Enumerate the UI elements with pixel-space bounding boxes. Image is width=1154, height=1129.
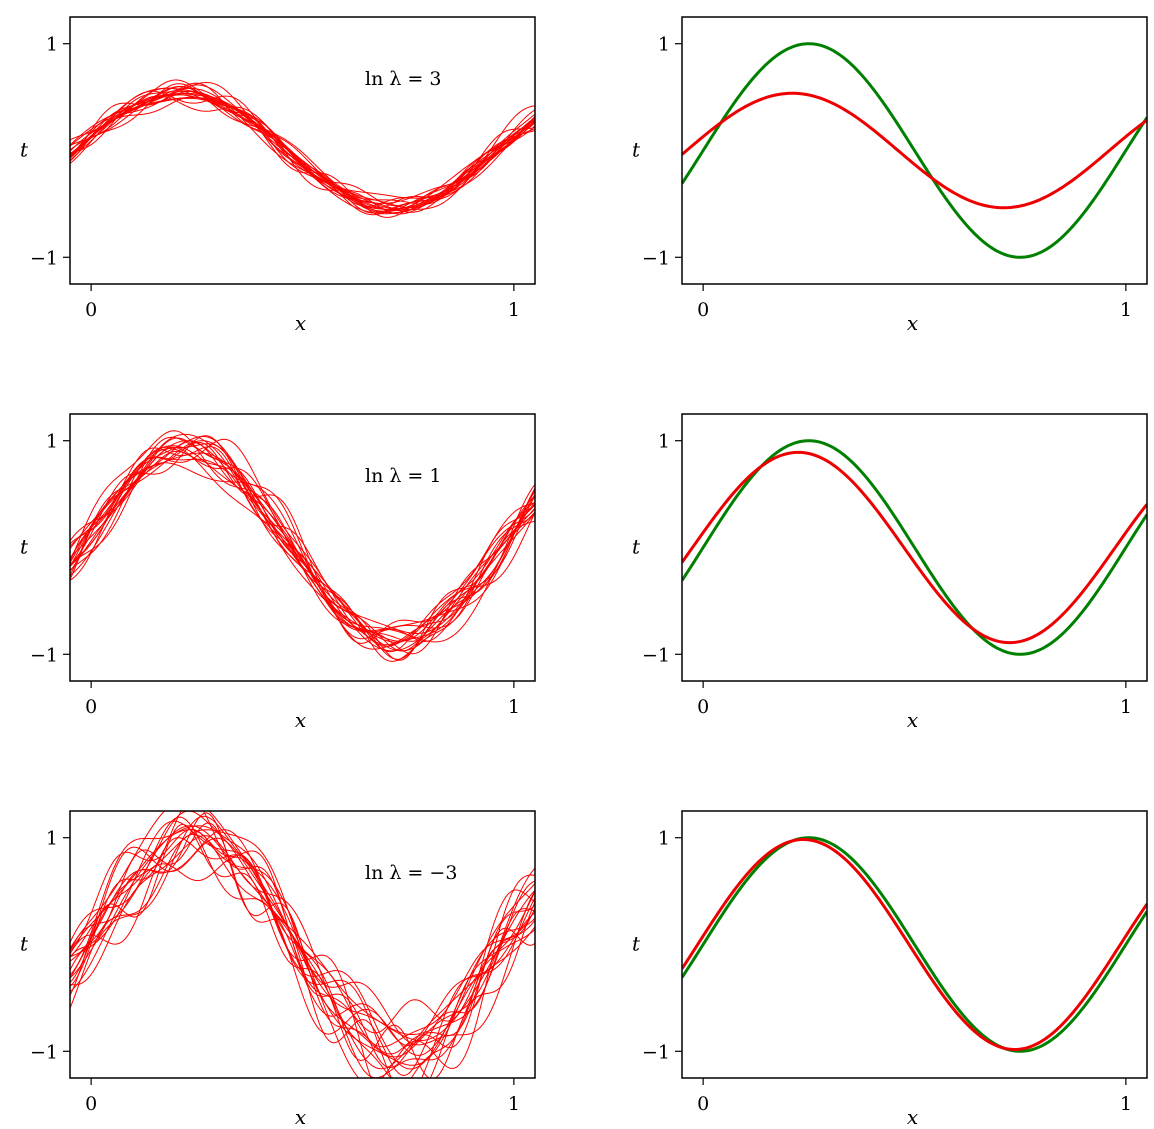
fit-curve-12 (70, 94, 535, 210)
fit-curve-19 (70, 811, 535, 1069)
y-tick-label: 1 (46, 431, 58, 453)
fit-curve-13 (70, 92, 535, 215)
fit-curve-19 (70, 443, 535, 655)
y-tick-label: 1 (46, 34, 58, 56)
fit-curve-10 (70, 79, 535, 214)
plot-area (70, 79, 535, 218)
x-tick-label: 1 (508, 299, 520, 321)
x-tick-label: 0 (85, 696, 97, 718)
x-tick-label: 1 (1120, 696, 1132, 718)
axes-frame (69, 413, 536, 682)
fit-curve-6 (70, 90, 535, 205)
y-tick-label: −1 (30, 644, 58, 666)
x-axis-label: x (907, 1105, 918, 1129)
x-tick-label: 1 (1120, 299, 1132, 321)
plot-area (70, 811, 535, 1078)
axes-frame (681, 16, 1148, 285)
x-tick-label: 0 (697, 299, 709, 321)
x-axis-label: x (295, 708, 306, 732)
y-axis-label: t (632, 138, 641, 162)
plot-area (682, 42, 1147, 259)
y-tick-label: −1 (30, 1041, 58, 1063)
mean-fit-line (682, 450, 1147, 645)
y-axis-label: t (20, 138, 29, 162)
axes-frame (681, 413, 1148, 682)
x-tick-label: 1 (1120, 1093, 1132, 1115)
true-function-line (682, 836, 1147, 1053)
plot-area (70, 430, 535, 662)
panel-4: ln λ = −3 1 −1 0 1 x t (20, 810, 536, 1129)
panel-2: ln λ = 1 1 −1 0 1 x t (20, 413, 536, 732)
y-tick-label: −1 (30, 247, 58, 269)
lambda-annotation: ln λ = 1 (365, 465, 441, 487)
fit-curve-16 (70, 83, 535, 215)
y-axis-label: t (20, 932, 29, 956)
fit-curve-0 (70, 829, 535, 1047)
panel-0: ln λ = 3 1 −1 0 1 x t (20, 16, 536, 335)
axes-frame (681, 810, 1148, 1079)
axes-frame (69, 810, 536, 1079)
y-axis-label: t (632, 932, 641, 956)
lambda-annotation: ln λ = −3 (365, 862, 457, 884)
y-tick-label: −1 (642, 247, 670, 269)
fit-curve-15 (70, 825, 535, 1070)
x-axis-label: x (907, 708, 918, 732)
x-tick-label: 1 (508, 696, 520, 718)
x-tick-label: 0 (85, 299, 97, 321)
mean-fit-line (682, 91, 1147, 210)
x-tick-label: 0 (697, 696, 709, 718)
fit-curve-12 (70, 446, 535, 661)
x-axis-label: x (295, 1105, 306, 1129)
fit-curve-13 (70, 837, 535, 1036)
x-tick-label: 0 (697, 1093, 709, 1115)
fit-curve-6 (70, 825, 535, 1041)
y-tick-label: 1 (658, 828, 670, 850)
y-tick-label: −1 (642, 1041, 670, 1063)
fit-curve-5 (70, 448, 535, 642)
axes-frame (69, 16, 536, 285)
y-axis-label: t (20, 535, 29, 559)
fit-curve-8 (70, 96, 535, 212)
fit-curve-17 (70, 445, 535, 634)
fit-curve-17 (70, 82, 535, 207)
plot-area (682, 836, 1147, 1053)
fit-curve-14 (70, 97, 535, 214)
fit-curve-18 (70, 833, 535, 1078)
panel-3: 1 −1 0 1 x t (632, 413, 1148, 732)
mean-fit-line (682, 837, 1147, 1051)
fit-curve-9 (70, 815, 535, 1046)
fit-curve-8 (70, 828, 535, 1034)
panel-5: 1 −1 0 1 x t (632, 810, 1148, 1129)
fit-curve-9 (70, 462, 535, 643)
fit-curve-4 (70, 829, 535, 1058)
x-tick-label: 0 (85, 1093, 97, 1115)
fit-curve-18 (70, 452, 535, 650)
x-axis-label: x (907, 311, 918, 335)
lambda-annotation: ln λ = 3 (365, 68, 441, 90)
fit-curve-14 (70, 440, 535, 662)
x-axis-label: x (295, 311, 306, 335)
y-tick-label: −1 (642, 644, 670, 666)
fit-curve-19 (70, 82, 535, 211)
panel-1: 1 −1 0 1 x t (632, 16, 1148, 335)
fit-curve-14 (70, 820, 535, 1070)
y-tick-label: 1 (658, 431, 670, 453)
fit-curve-15 (70, 90, 535, 209)
y-axis-label: t (632, 535, 641, 559)
y-tick-label: 1 (46, 828, 58, 850)
true-function-line (682, 42, 1147, 259)
fit-curve-9 (70, 90, 535, 213)
fit-curve-5 (70, 93, 535, 210)
fit-curve-16 (70, 829, 535, 1078)
fit-curve-16 (70, 456, 535, 660)
fit-curve-11 (70, 816, 535, 1056)
x-tick-label: 1 (508, 1093, 520, 1115)
y-tick-label: 1 (658, 34, 670, 56)
plot-area (682, 439, 1147, 656)
